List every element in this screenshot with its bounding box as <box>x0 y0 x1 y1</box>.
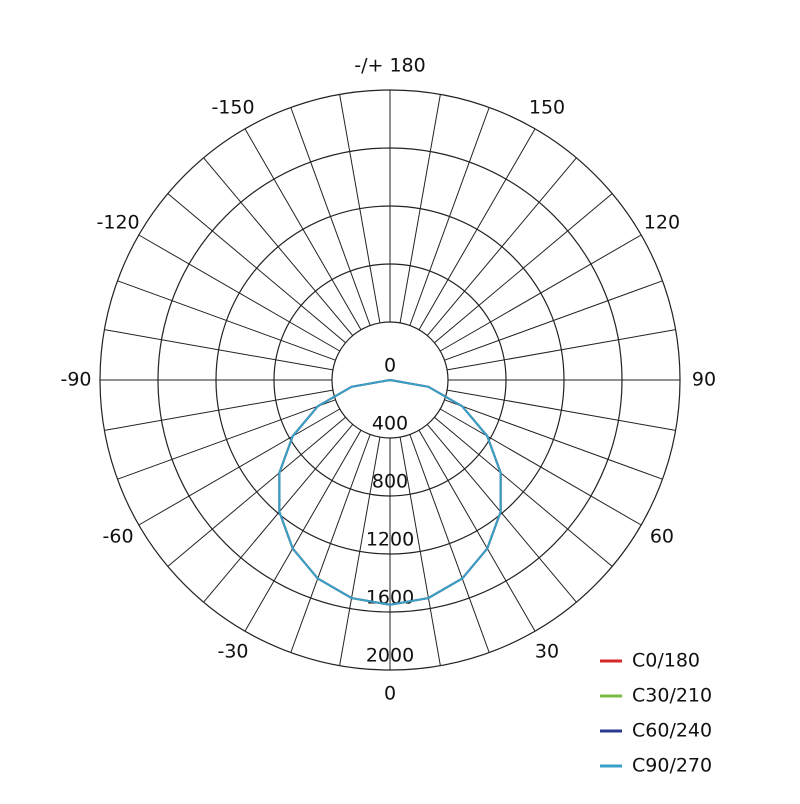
angle-label: 60 <box>650 526 674 548</box>
ring <box>157 147 623 613</box>
angle-label: 150 <box>529 97 565 119</box>
legend-label: C60/240 <box>632 720 712 742</box>
r-tick-label: 400 <box>372 413 408 435</box>
angle-label: 30 <box>535 640 559 662</box>
angle-label: -30 <box>217 640 248 662</box>
angle-label: -60 <box>103 526 134 548</box>
ring <box>99 89 681 671</box>
legend-label: C30/210 <box>632 685 712 707</box>
legend-label: C90/270 <box>632 755 712 777</box>
ring <box>331 321 449 439</box>
r-tick-label: 0 <box>384 355 396 377</box>
angle-label: 90 <box>692 369 716 391</box>
angle-label: -150 <box>211 97 254 119</box>
angle-label: -120 <box>97 212 140 234</box>
ring <box>215 205 565 555</box>
angle-label: 120 <box>644 212 680 234</box>
angle-label: -/+ 180 <box>354 55 425 77</box>
angle-label: -90 <box>60 369 91 391</box>
r-tick-label: 2000 <box>366 645 414 667</box>
angle-label: 0 <box>384 683 396 705</box>
legend-label: C0/180 <box>632 650 700 672</box>
r-tick-label: 800 <box>372 471 408 493</box>
ring <box>273 263 507 497</box>
r-tick-label: 1200 <box>366 529 414 551</box>
series-line <box>278 379 502 606</box>
